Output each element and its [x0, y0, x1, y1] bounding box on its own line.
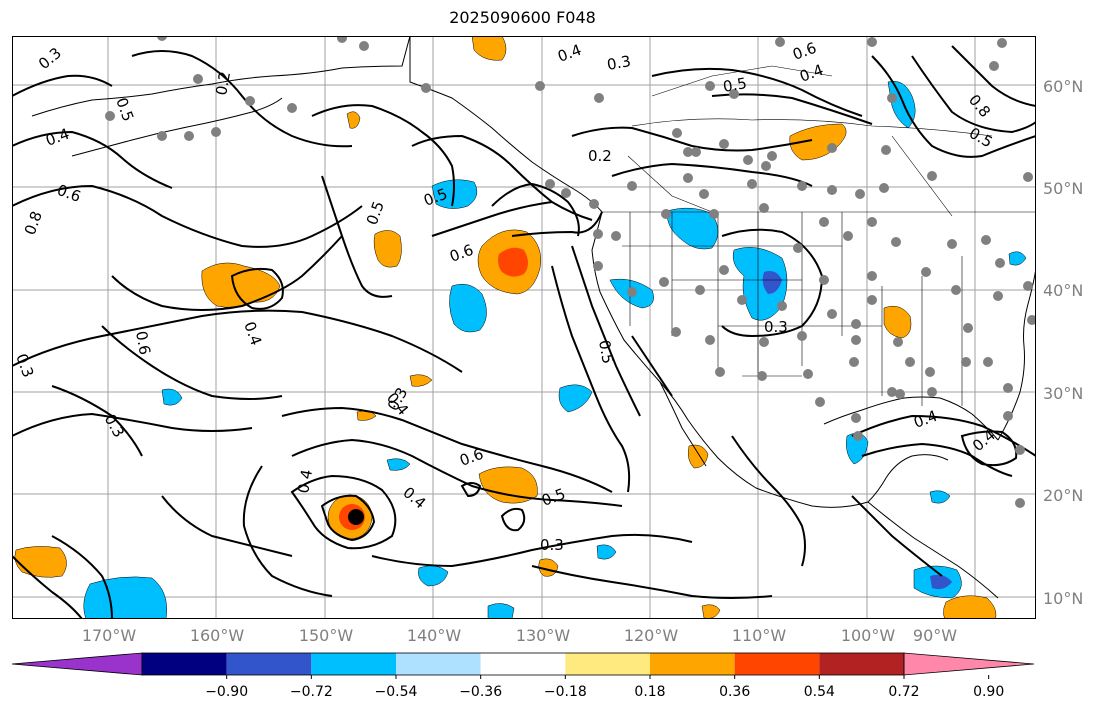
latitude-label: 50°N [1043, 179, 1084, 198]
shade-light-blue [487, 603, 515, 619]
shade-light-blue [666, 207, 719, 250]
shade-light-blue [929, 490, 951, 504]
station-dots [105, 36, 1036, 508]
colorbar-tick-label: −0.36 [459, 684, 503, 700]
shade-orange [346, 111, 361, 129]
contour-label: 0.2 [588, 147, 612, 165]
latitude-label: 10°N [1043, 589, 1084, 608]
shade-mid-blue [930, 574, 952, 590]
colorbar-segment [480, 653, 566, 675]
shade-orange [883, 306, 912, 339]
colorbar-segment [565, 653, 650, 675]
colorbar-tick-label: 0.18 [634, 684, 666, 700]
colorbar-tick-label: −0.54 [374, 684, 418, 700]
shade-orange [943, 595, 997, 619]
contour-label: 0.6 [132, 330, 154, 357]
colorbar-segment [650, 653, 735, 675]
longitude-label: 130°W [515, 626, 571, 645]
contour-lines [12, 45, 1036, 619]
longitude-label: 140°W [406, 626, 462, 645]
colorbar-segment [819, 653, 904, 675]
map-background [12, 36, 1036, 619]
contour-label: 0.5 [722, 74, 749, 96]
longitude-label: 170°W [81, 626, 137, 645]
shade-orange [478, 466, 538, 504]
longitude-label: 160°W [189, 626, 245, 645]
map-panel: 0.3 0.4 0.5 0.6 0.8 0.2 0.4 0.6 0.5 0.3 … [12, 36, 1036, 619]
contour-label: 0.3 [540, 536, 564, 554]
shade-light-blue [558, 384, 593, 413]
shade-light-blue [83, 576, 167, 619]
shade-orange [373, 230, 402, 268]
shade-orange [14, 546, 67, 578]
map-title: 2025090600 F048 [449, 8, 596, 27]
shade-orange [409, 374, 433, 387]
colorbar-extend-high [903, 652, 1035, 676]
shade-light-blue [732, 247, 788, 321]
shade-mid-blue [762, 271, 782, 294]
contour-label: 0.4 [294, 468, 316, 495]
colorbar-tick-label: −0.90 [205, 684, 249, 700]
colorbar-tick-label: 0.54 [803, 684, 835, 700]
longitude-label: 100°W [840, 626, 896, 645]
shade-light-blue [161, 388, 183, 406]
latitude-label: 60°N [1043, 77, 1084, 96]
colorbar-segment [226, 653, 312, 675]
latitude-label: 20°N [1043, 486, 1084, 505]
colorbar-tick-label: 0.36 [719, 684, 751, 700]
colorbar-frame [141, 652, 905, 676]
longitude-label: 90°W [912, 626, 958, 645]
contour-label: 0.3 [606, 52, 633, 74]
longitude-label: 120°W [623, 626, 679, 645]
colorbar-segment [734, 653, 820, 675]
colorbar-segment [142, 653, 227, 675]
shade-light-blue [449, 284, 487, 333]
shade-light-blue [887, 81, 916, 129]
shade-black-core [348, 509, 364, 525]
shade-orange [201, 262, 281, 308]
colorbar-tick-label: −0.72 [289, 684, 333, 700]
shade-light-blue [596, 544, 617, 560]
latitude-label: 40°N [1043, 281, 1084, 300]
contour-label: 0.2 [212, 70, 234, 97]
shade-light-blue [1008, 251, 1027, 266]
colorbar-segment [311, 653, 396, 675]
colorbar-tick-label: 0.72 [888, 684, 920, 700]
shade-red-orange [498, 247, 528, 277]
map-frame [12, 36, 1036, 619]
colorbar [11, 652, 1035, 679]
shade-light-blue [386, 458, 411, 471]
colorbar-extend-low [11, 652, 143, 676]
longitude-label: 110°W [731, 626, 787, 645]
contour-label: 0.5 [595, 339, 617, 366]
colorbar-segment [396, 653, 481, 675]
shade-orange [687, 444, 709, 469]
shaded-anomalies [14, 36, 1027, 619]
longitude-label: 150°W [298, 626, 354, 645]
latitude-label: 30°N [1043, 384, 1084, 403]
contour-label: 0.3 [764, 318, 788, 336]
shade-orange [471, 36, 507, 61]
coastlines [31, 36, 1036, 599]
colorbar-tick-label: 0.90 [973, 684, 1005, 700]
colorbar-tick-label: −0.18 [543, 684, 587, 700]
